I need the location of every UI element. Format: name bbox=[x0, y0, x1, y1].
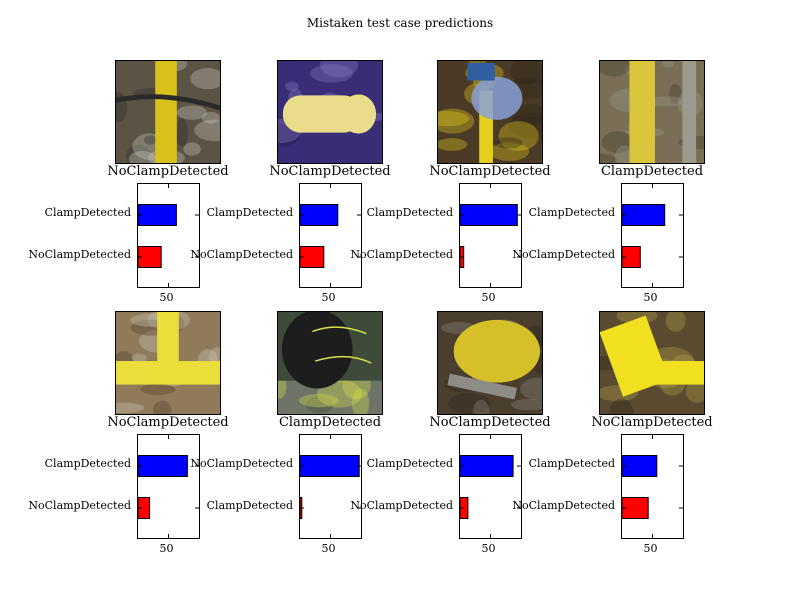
bar-ClampDetected bbox=[137, 455, 188, 477]
category-label: ClampDetected bbox=[44, 206, 131, 219]
category-label: NoClampDetected bbox=[28, 499, 131, 512]
category-label: ClampDetected bbox=[44, 457, 131, 470]
x-tick-label: 50 bbox=[481, 291, 496, 304]
panel-label: NoClampDetected bbox=[269, 164, 391, 179]
bar-ClampDetected bbox=[299, 204, 339, 226]
bar-chart-axes bbox=[621, 183, 684, 288]
black-pipe-with-yellow-markings-photo bbox=[277, 311, 383, 415]
bar-chart-svg bbox=[137, 184, 199, 287]
bar-chart-axes bbox=[137, 183, 200, 288]
bar-ClampDetected bbox=[137, 204, 177, 226]
x-tick-label: 50 bbox=[321, 542, 336, 555]
category-label: NoClampDetected bbox=[350, 499, 453, 512]
x-tick-label: 50 bbox=[643, 542, 658, 555]
bar-NoClampDetected bbox=[299, 455, 360, 477]
category-label: NoClampDetected bbox=[28, 248, 131, 261]
bar-chart-svg bbox=[299, 435, 361, 538]
bar-chart-axes bbox=[299, 183, 362, 288]
bar-chart-svg bbox=[299, 184, 361, 287]
panel-label: NoClampDetected bbox=[429, 415, 551, 430]
bar-ClampDetected bbox=[621, 455, 658, 477]
panel-label: NoClampDetected bbox=[107, 164, 229, 179]
bar-chart-svg bbox=[621, 435, 683, 538]
category-label: NoClampDetected bbox=[190, 457, 293, 470]
category-label: ClampDetected bbox=[206, 206, 293, 219]
bar-ClampDetected bbox=[621, 204, 666, 226]
category-label: ClampDetected bbox=[528, 206, 615, 219]
bar-chart-svg bbox=[459, 184, 521, 287]
yellow-pipe-against-wall-photo bbox=[599, 60, 705, 164]
category-label: ClampDetected bbox=[366, 457, 453, 470]
category-label: NoClampDetected bbox=[512, 248, 615, 261]
category-label: NoClampDetected bbox=[190, 248, 293, 261]
category-label: ClampDetected bbox=[366, 206, 453, 219]
pipe-with-cables-photo bbox=[115, 60, 221, 164]
bar-chart-axes bbox=[459, 434, 522, 539]
bar-chart-axes bbox=[299, 434, 362, 539]
x-tick-label: 50 bbox=[481, 542, 496, 555]
bar-ClampDetected bbox=[459, 204, 518, 226]
bar-chart-svg bbox=[137, 435, 199, 538]
category-label: ClampDetected bbox=[206, 499, 293, 512]
panel-label: ClampDetected bbox=[278, 415, 382, 430]
panel-label: NoClampDetected bbox=[591, 415, 713, 430]
bar-ClampDetected bbox=[459, 455, 514, 477]
yellow-fitting-in-dirt-photo bbox=[437, 311, 543, 415]
yellow-pipe-tee-photo bbox=[599, 311, 705, 415]
x-tick-label: 50 bbox=[159, 542, 174, 555]
panel-label: NoClampDetected bbox=[429, 164, 551, 179]
x-tick-label: 50 bbox=[159, 291, 174, 304]
panel-label: NoClampDetected bbox=[107, 415, 229, 430]
bar-chart-axes bbox=[137, 434, 200, 539]
category-label: NoClampDetected bbox=[512, 499, 615, 512]
figure-title: Mistaken test case predictions bbox=[306, 16, 494, 30]
x-tick-label: 50 bbox=[321, 291, 336, 304]
x-tick-label: 50 bbox=[643, 291, 658, 304]
yellow-pipe-fitting-in-sand-photo bbox=[115, 311, 221, 415]
bar-chart-svg bbox=[621, 184, 683, 287]
bar-chart-axes bbox=[459, 183, 522, 288]
bar-chart-svg bbox=[459, 435, 521, 538]
bar-chart-axes bbox=[621, 434, 684, 539]
yellow-pipe-end-on-purple-mat-photo bbox=[277, 60, 383, 164]
category-label: NoClampDetected bbox=[350, 248, 453, 261]
pipe-with-blue-clamp-in-trench-photo bbox=[437, 60, 543, 164]
category-label: ClampDetected bbox=[528, 457, 615, 470]
panel-label: ClampDetected bbox=[600, 164, 704, 179]
